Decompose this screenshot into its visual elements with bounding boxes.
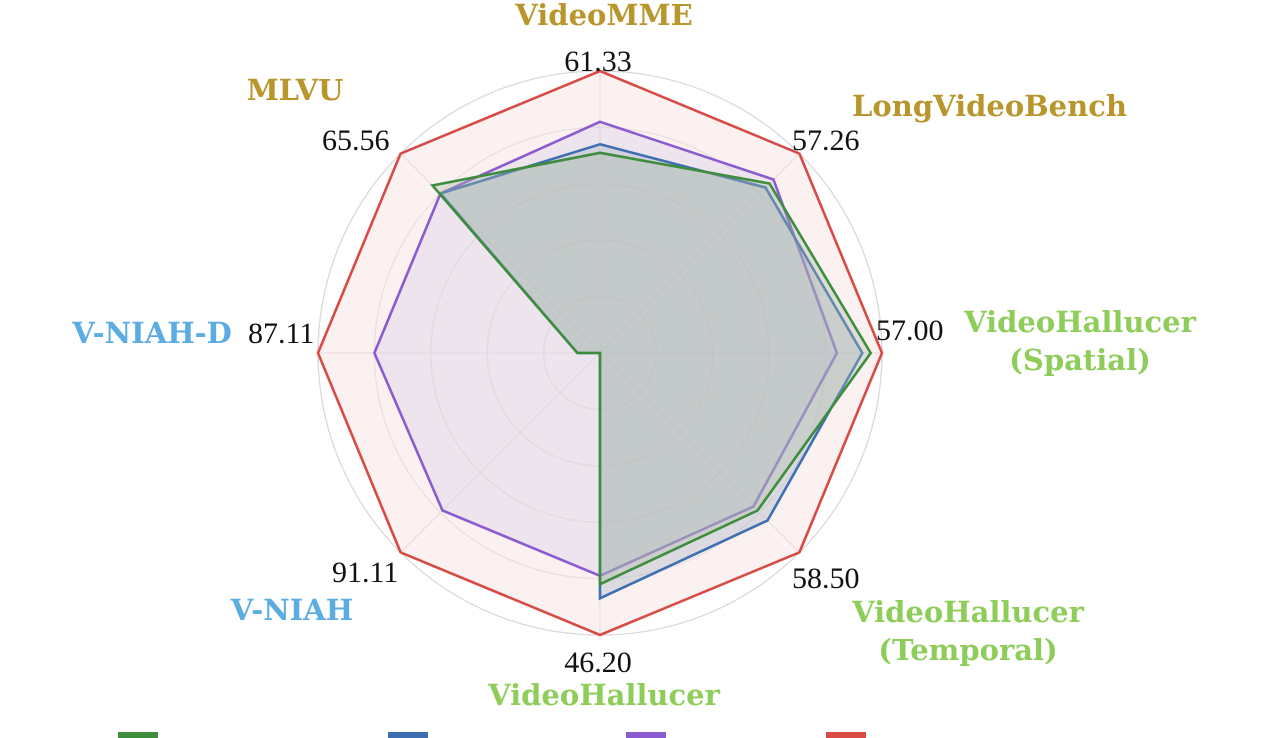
axis-label-6-line-1: V-NIAH: [230, 593, 353, 627]
axis-max-4: 58.50: [792, 562, 860, 595]
axis-max-7: 87.11: [248, 317, 314, 350]
axis-label-2: LongVideoBench: [852, 89, 1127, 123]
axis-label-6: V-NIAH: [230, 593, 353, 627]
series-1-polygon: [430, 151, 873, 587]
axis-max-3: 57.00: [876, 314, 944, 347]
axis-label-1-line-1: VideoMME: [514, 0, 692, 32]
axis-label-2-line-1: LongVideoBench: [852, 89, 1127, 123]
axis-label-5: VideoHallucer: [487, 678, 720, 712]
axis-label-4-line-2: (Temporal): [878, 633, 1058, 667]
legend-swatch-2: [388, 732, 428, 738]
legend: [118, 732, 866, 738]
axis-label-5-line-1: VideoHallucer: [487, 678, 720, 712]
axis-label-3-line-2: (Spatial): [1009, 343, 1151, 377]
axis-label-8: MLVU: [247, 73, 344, 107]
legend-swatch-3: [626, 732, 666, 738]
axis-max-8: 65.56: [322, 124, 390, 157]
radar-series: [316, 69, 884, 637]
axis-label-7-line-1: V-NIAH-D: [71, 316, 232, 350]
axis-max-1: 61.33: [564, 45, 632, 78]
axis-label-8-line-1: MLVU: [247, 73, 344, 107]
axis-label-7: V-NIAH-D: [71, 316, 232, 350]
axis-label-3: VideoHallucer (Spatial): [963, 305, 1196, 377]
axis-label-3-line-1: VideoHallucer: [963, 305, 1196, 339]
axis-label-4: VideoHallucer (Temporal): [851, 595, 1084, 667]
axis-label-1: VideoMME: [514, 0, 692, 32]
axis-label-4-line-1: VideoHallucer: [851, 595, 1084, 629]
axis-max-5: 46.20: [564, 646, 632, 679]
legend-swatch-1: [118, 732, 158, 738]
legend-swatch-4: [826, 732, 866, 738]
axis-max-2: 57.26: [792, 124, 860, 157]
axis-max-6: 91.11: [332, 556, 398, 589]
